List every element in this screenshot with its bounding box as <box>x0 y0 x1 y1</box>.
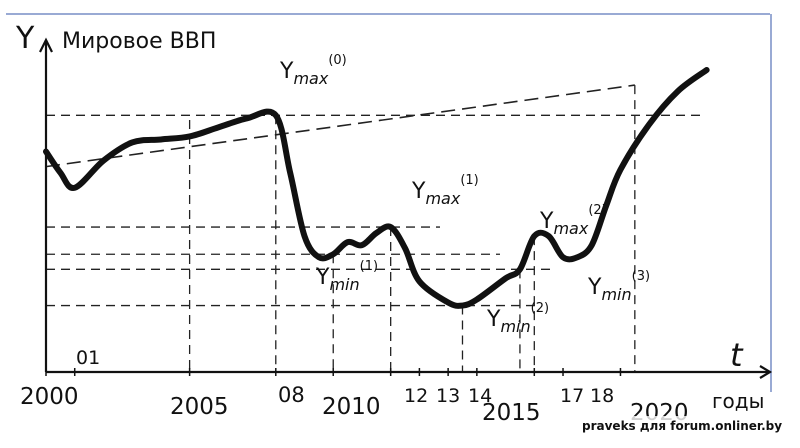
x-axis-symbol: t <box>730 336 744 374</box>
watermark-background <box>578 416 780 434</box>
x-tick-label-2010: 2010 <box>322 394 381 420</box>
annotation-max-4: Ymax(2) <box>539 203 607 238</box>
x-axis-arrow <box>759 365 773 379</box>
x-tick-label-01: 01 <box>76 347 100 369</box>
x-tick-label-08: 08 <box>278 383 305 407</box>
annotation-min-3: Ymin(2) <box>486 301 549 336</box>
x-tick-label-2005: 2005 <box>170 394 229 420</box>
x-tick-label-12: 12 <box>404 385 428 407</box>
watermark: praveks для forum.onliner.by <box>582 419 782 433</box>
y-axis-symbol: Y <box>15 21 35 56</box>
x-tick-label-2015: 2015 <box>482 400 541 426</box>
x-tick-label-17: 17 <box>560 385 584 407</box>
x-tick-label-14: 14 <box>468 385 492 407</box>
annotation-min-2: Ymin(1) <box>315 259 378 294</box>
x-tick-label-18: 18 <box>590 385 614 407</box>
y-axis-arrow <box>39 37 53 53</box>
gdp-series-line <box>43 67 710 309</box>
x-tick-label-2000: 2000 <box>20 384 79 410</box>
annotation-max-1: Ymax(1) <box>411 173 479 208</box>
x-tick-label-13: 13 <box>436 385 460 407</box>
annotation-min-5: Ymin(3) <box>587 269 650 304</box>
x-unit-label: годы <box>712 389 764 413</box>
chart-title: Мировое ВВП <box>62 29 216 54</box>
annotation-max-0: Ymax(0) <box>279 53 347 88</box>
trend-line <box>45 84 635 168</box>
